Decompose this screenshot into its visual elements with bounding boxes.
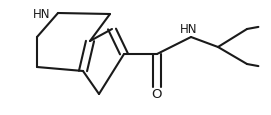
Text: HN: HN: [33, 7, 50, 20]
Text: HN: HN: [180, 23, 197, 36]
Text: O: O: [152, 88, 162, 101]
